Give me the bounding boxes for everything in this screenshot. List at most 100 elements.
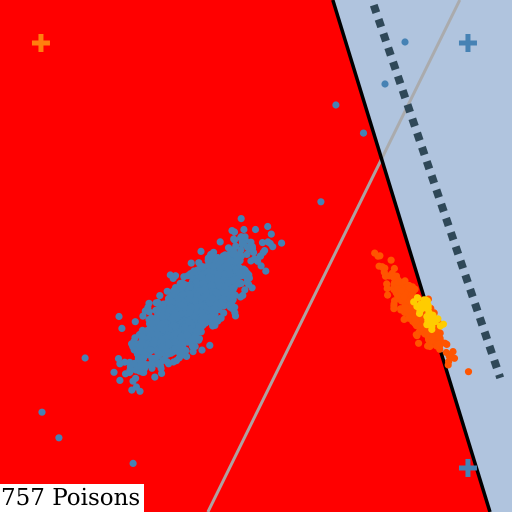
blue-cluster-point <box>217 257 225 265</box>
blue-cluster-point <box>191 296 199 304</box>
orange-cluster-point <box>383 284 391 293</box>
blue-cluster-point <box>188 342 196 350</box>
blue-cluster-point <box>81 354 89 362</box>
blue-cluster-point <box>166 296 174 304</box>
blue-cluster-point <box>257 262 265 270</box>
blue-cluster-point <box>115 312 123 321</box>
blue-cluster-point <box>129 377 137 385</box>
blue-cluster-point <box>199 263 207 271</box>
yellow-cluster-point <box>416 307 424 315</box>
blue-cluster-point <box>121 370 130 378</box>
blue-cluster-point <box>164 348 172 356</box>
blue-cluster-point <box>248 284 256 292</box>
blue-cluster-point <box>197 247 205 255</box>
orange-cluster-point <box>413 332 421 340</box>
blue-cluster-point <box>247 257 255 265</box>
blue-cluster-point <box>183 331 191 339</box>
blue-cluster-point <box>251 225 260 234</box>
orange-cluster-point <box>394 292 402 300</box>
markers-layer <box>31 34 477 477</box>
orange-cluster-point <box>412 317 420 325</box>
blue-cluster-point <box>230 276 238 284</box>
blue-cluster-point <box>159 303 167 312</box>
poison-count-caption: 757 Poisons <box>0 484 145 512</box>
centroid-orange <box>31 34 50 53</box>
blue-cluster-point <box>258 239 267 247</box>
blue-cluster <box>38 38 409 467</box>
blue-cluster-point <box>235 269 243 277</box>
blue-cluster-point <box>170 287 178 295</box>
orange-cluster-point <box>384 291 392 299</box>
blue-cluster-point <box>131 318 139 326</box>
blue-cluster-point <box>256 252 265 260</box>
blue-cluster-point <box>130 346 138 354</box>
blue-cluster-point <box>209 262 217 270</box>
blue-cluster-point <box>186 309 194 317</box>
blue-cluster-point <box>229 250 237 258</box>
blue-cluster-point <box>165 360 173 368</box>
blue-cluster-point <box>171 338 179 346</box>
blue-cluster-point <box>200 286 209 294</box>
orange-cluster-point <box>445 358 453 366</box>
blue-cluster-outlier <box>129 459 137 467</box>
blue-cluster-point <box>190 268 198 276</box>
blue-cluster-point <box>148 319 156 327</box>
blue-cluster-point <box>185 295 193 303</box>
yellow-cluster-point <box>428 325 436 334</box>
blue-cluster-point <box>240 225 248 234</box>
blue-cluster-point <box>177 301 186 309</box>
blue-cluster-point <box>219 252 227 260</box>
orange-cluster-point <box>374 252 382 260</box>
blue-cluster-point <box>206 341 214 349</box>
orange-cluster-point <box>405 314 413 322</box>
orange-cluster-point <box>426 342 434 351</box>
blue-cluster-point <box>241 233 249 241</box>
blue-cluster-point <box>269 243 277 251</box>
yellow-cluster <box>410 294 447 334</box>
blue-cluster-point <box>171 272 180 280</box>
blue-cluster-point <box>317 198 325 206</box>
blue-cluster-point <box>110 368 118 376</box>
blue-cluster-point <box>187 259 195 267</box>
blue-cluster-outlier <box>359 129 368 137</box>
blue-cluster-point <box>137 362 145 370</box>
blue-cluster-point <box>175 348 183 356</box>
orange-cluster-point <box>390 305 398 313</box>
blue-cluster-point <box>176 279 184 288</box>
blue-cluster-point <box>128 340 136 348</box>
blue-cluster-point <box>208 295 217 303</box>
centroid-blue-top <box>458 34 477 53</box>
blue-cluster-point <box>138 338 146 346</box>
blue-cluster-point <box>262 267 270 275</box>
blue-cluster-outlier <box>55 434 63 442</box>
blue-cluster-point <box>163 287 171 295</box>
blue-cluster-point <box>171 322 179 330</box>
decision-boundary <box>331 0 492 512</box>
yellow-cluster-point <box>423 321 431 329</box>
blue-cluster-point <box>157 362 165 370</box>
blue-cluster-point <box>145 299 153 307</box>
reference-line <box>206 0 462 512</box>
blue-cluster-point <box>186 283 194 291</box>
blue-cluster-point <box>228 305 236 313</box>
blue-cluster-point <box>227 257 235 265</box>
orange-cluster-point <box>441 339 449 347</box>
orange-cluster-point <box>401 304 409 312</box>
blue-cluster-point <box>208 281 216 289</box>
blue-cluster-point <box>139 312 147 320</box>
margin-line <box>369 3 505 380</box>
blue-cluster-point <box>172 357 181 365</box>
blue-cluster-point <box>132 383 140 391</box>
blue-cluster-point <box>197 323 206 331</box>
blue-cluster-point <box>189 348 197 356</box>
blue-cluster-point <box>229 295 237 303</box>
blue-cluster-point <box>126 363 134 371</box>
blue-cluster-point <box>248 245 256 253</box>
blue-cluster-point <box>136 357 144 365</box>
blue-cluster-point <box>158 369 166 377</box>
blue-cluster-point <box>235 280 243 288</box>
blue-cluster-point <box>192 327 200 335</box>
blue-cluster-point <box>116 376 124 384</box>
